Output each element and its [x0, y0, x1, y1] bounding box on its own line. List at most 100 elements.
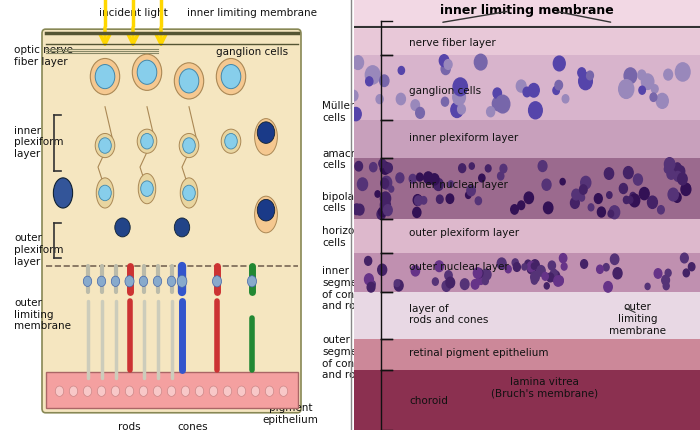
Circle shape — [223, 386, 232, 396]
Text: pigment
epithelium: pigment epithelium — [262, 402, 318, 424]
Circle shape — [209, 386, 218, 396]
Circle shape — [461, 279, 469, 290]
Circle shape — [174, 218, 190, 237]
Circle shape — [588, 204, 594, 211]
Circle shape — [496, 96, 510, 114]
Circle shape — [654, 269, 661, 279]
Text: nerve fiber layer: nerve fiber layer — [409, 38, 496, 48]
Circle shape — [416, 174, 423, 182]
Circle shape — [381, 179, 388, 189]
Text: horizontal
cells: horizontal cells — [322, 226, 374, 247]
Circle shape — [562, 95, 569, 104]
Circle shape — [441, 64, 450, 75]
Circle shape — [665, 270, 671, 277]
Circle shape — [680, 254, 688, 263]
Circle shape — [137, 130, 157, 154]
Circle shape — [681, 184, 691, 196]
Circle shape — [453, 79, 468, 97]
Circle shape — [537, 266, 545, 276]
Circle shape — [394, 280, 400, 287]
Circle shape — [448, 181, 454, 187]
Circle shape — [377, 209, 386, 220]
Circle shape — [673, 193, 681, 203]
Bar — [354, 370, 700, 430]
Circle shape — [684, 184, 690, 192]
Text: inner limiting membrane: inner limiting membrane — [187, 8, 317, 18]
Circle shape — [355, 162, 363, 172]
Circle shape — [384, 205, 392, 216]
Text: rods: rods — [118, 421, 141, 430]
Circle shape — [543, 203, 553, 214]
Ellipse shape — [139, 174, 155, 204]
Circle shape — [279, 386, 288, 396]
Circle shape — [639, 87, 645, 95]
Circle shape — [559, 254, 567, 263]
Circle shape — [442, 281, 451, 292]
Circle shape — [258, 123, 274, 144]
Circle shape — [179, 70, 199, 94]
Text: outer plexiform layer: outer plexiform layer — [409, 227, 519, 237]
Circle shape — [97, 276, 106, 287]
Circle shape — [467, 186, 475, 196]
Circle shape — [528, 84, 539, 98]
Circle shape — [421, 197, 427, 205]
Text: inner
segment
of cones
and rods: inner segment of cones and rods — [322, 266, 368, 310]
Circle shape — [610, 255, 619, 265]
Circle shape — [479, 175, 485, 182]
Bar — [354, 120, 700, 159]
Circle shape — [356, 205, 364, 215]
Circle shape — [424, 172, 433, 184]
Circle shape — [650, 94, 657, 102]
Circle shape — [634, 175, 643, 186]
Circle shape — [111, 386, 120, 396]
Circle shape — [177, 276, 187, 288]
Circle shape — [380, 163, 390, 175]
Circle shape — [370, 163, 377, 172]
Circle shape — [667, 169, 676, 180]
Circle shape — [379, 208, 386, 217]
Circle shape — [554, 276, 562, 286]
Circle shape — [517, 81, 526, 93]
Circle shape — [221, 65, 241, 89]
Circle shape — [624, 197, 629, 204]
Circle shape — [556, 278, 562, 284]
Circle shape — [398, 68, 405, 75]
Circle shape — [620, 184, 627, 194]
Circle shape — [482, 270, 491, 280]
Bar — [354, 219, 700, 254]
Circle shape — [413, 208, 421, 218]
Circle shape — [674, 163, 681, 172]
Circle shape — [580, 185, 587, 195]
Circle shape — [444, 61, 452, 70]
Bar — [354, 340, 700, 370]
Circle shape — [442, 98, 449, 107]
Circle shape — [580, 260, 587, 269]
Circle shape — [674, 172, 682, 182]
Circle shape — [365, 78, 373, 86]
Bar — [354, 292, 700, 340]
Circle shape — [493, 89, 501, 99]
Circle shape — [469, 163, 475, 170]
Circle shape — [352, 205, 361, 215]
Circle shape — [492, 98, 503, 111]
Circle shape — [396, 174, 404, 183]
Circle shape — [624, 69, 637, 84]
Circle shape — [676, 166, 685, 177]
Circle shape — [349, 91, 358, 101]
Circle shape — [216, 59, 246, 95]
Circle shape — [370, 281, 375, 288]
Circle shape — [572, 190, 580, 200]
Circle shape — [365, 67, 380, 85]
Bar — [46, 372, 298, 408]
Circle shape — [609, 206, 620, 219]
Circle shape — [181, 386, 190, 396]
Circle shape — [522, 264, 527, 270]
Circle shape — [607, 192, 612, 199]
Circle shape — [538, 161, 547, 172]
Circle shape — [444, 271, 452, 280]
Circle shape — [351, 108, 361, 121]
Circle shape — [475, 197, 482, 205]
Circle shape — [394, 280, 403, 291]
Circle shape — [416, 108, 424, 119]
Circle shape — [548, 261, 556, 270]
